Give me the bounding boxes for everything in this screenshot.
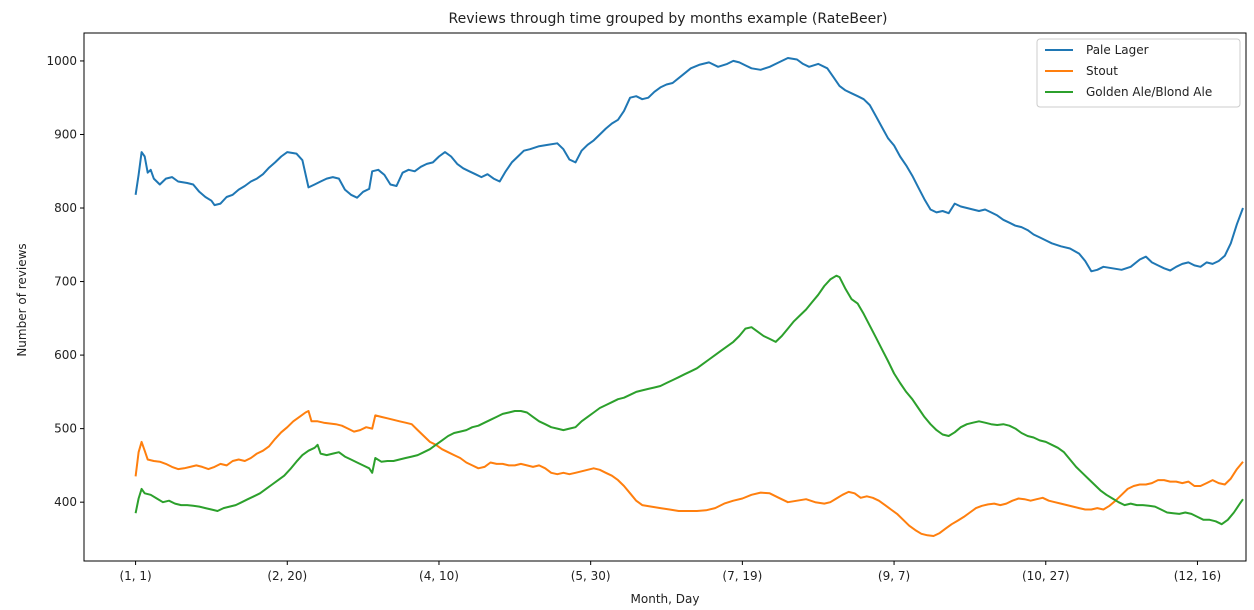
- x-axis: (1, 1) (2, 20) (4, 10) (5, 30) (7, 19) (9, 7)…: [119, 561, 1221, 583]
- x-tick-label: (4, 10): [419, 569, 459, 583]
- series-line-2: [134, 274, 1244, 526]
- x-tick-label: (2, 20): [267, 569, 307, 583]
- x-tick-label: (9, 7): [878, 569, 910, 583]
- y-tick-label: 800: [54, 201, 77, 215]
- legend-label: Golden Ale/Blond Ale: [1086, 85, 1212, 99]
- x-tick-label: (12, 16): [1174, 569, 1222, 583]
- series-line-1: [134, 410, 1244, 537]
- y-axis-label: Number of reviews: [15, 243, 29, 356]
- series-layer: [134, 57, 1244, 537]
- series-line-0: [134, 57, 1244, 273]
- y-tick-label: 400: [54, 495, 77, 509]
- x-tick-label: (10, 27): [1022, 569, 1070, 583]
- legend: Pale Lager Stout Golden Ale/Blond Ale: [1036, 38, 1241, 108]
- x-tick-label: (5, 30): [571, 569, 611, 583]
- x-tick-label: (1, 1): [119, 569, 151, 583]
- legend-label: Pale Lager: [1086, 43, 1149, 57]
- x-axis-label: Month, Day: [631, 592, 700, 606]
- legend-box: [1036, 38, 1241, 108]
- y-tick-label: 600: [54, 348, 77, 362]
- chart-title: Reviews through time grouped by months e…: [449, 11, 888, 27]
- x-tick-label: (7, 19): [722, 569, 762, 583]
- y-tick-label: 1000: [46, 54, 77, 68]
- legend-label: Stout: [1086, 64, 1118, 78]
- y-tick-label: 500: [54, 422, 77, 436]
- y-tick-label: 900: [54, 127, 77, 141]
- plot-area-frame: [83, 32, 1247, 562]
- y-axis: 400 500 600 700 800 900 1000: [46, 54, 84, 509]
- y-tick-label: 700: [54, 275, 77, 289]
